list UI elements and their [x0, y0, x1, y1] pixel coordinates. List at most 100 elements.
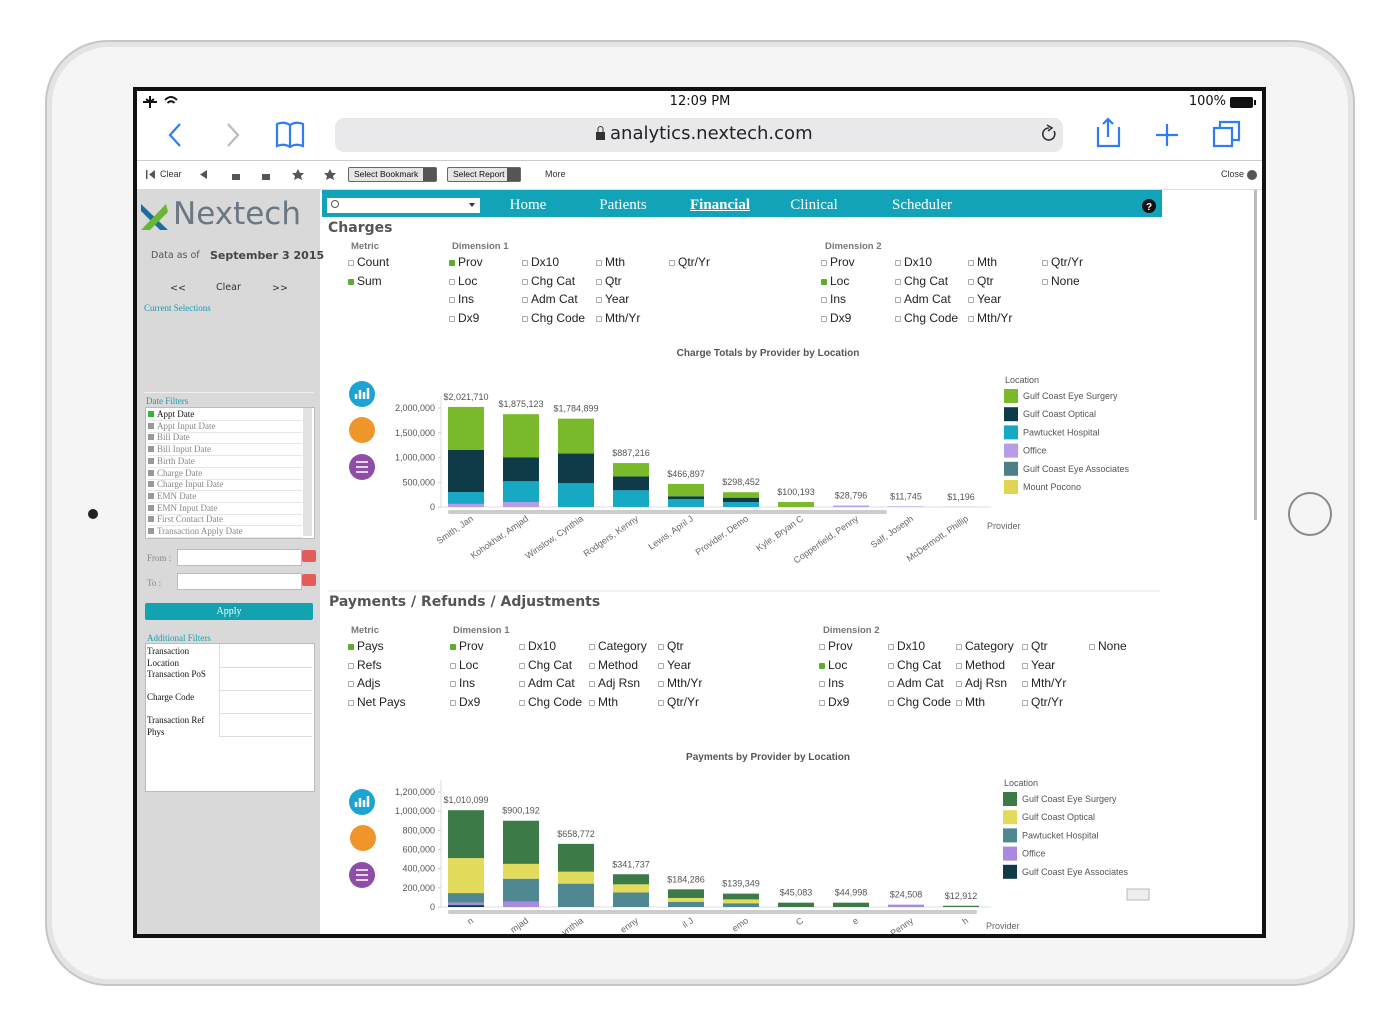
option[interactable]: Sum [348, 274, 382, 288]
to-input[interactable] [177, 573, 302, 590]
option[interactable]: Chg Code [519, 695, 582, 709]
more-menu[interactable]: More [545, 169, 566, 179]
option[interactable]: Dx10 [519, 639, 556, 653]
option[interactable]: Pays [348, 639, 384, 653]
close-icon[interactable] [1247, 170, 1257, 180]
url-field[interactable] [335, 118, 1063, 152]
option[interactable]: Mth [956, 695, 985, 709]
bookmarks-button[interactable] [275, 121, 305, 149]
search-box[interactable] [327, 198, 480, 213]
option[interactable]: Year [596, 292, 629, 306]
option[interactable]: Chg Code [888, 695, 951, 709]
option[interactable]: Loc [821, 274, 849, 288]
option[interactable]: Dx9 [821, 311, 851, 325]
option[interactable]: Qtr/Yr [669, 255, 710, 269]
option[interactable]: Qtr/Yr [658, 695, 699, 709]
option[interactable]: Chg Cat [522, 274, 575, 288]
date-filter[interactable]: Bill Date [148, 432, 302, 445]
option[interactable]: Mth [968, 255, 997, 269]
back-icon[interactable] [200, 170, 207, 179]
date-filter[interactable]: Appt Input Date [148, 421, 302, 433]
filter-value-cell[interactable] [219, 690, 312, 714]
from-input[interactable] [177, 549, 302, 566]
option[interactable]: Chg Cat [519, 658, 572, 672]
bookmark-add-icon[interactable] [324, 169, 336, 180]
date-filter[interactable]: Birth Date [148, 456, 302, 468]
help-button[interactable] [1142, 199, 1156, 213]
date-filter[interactable]: EMN Input Date [148, 503, 302, 515]
report-select[interactable]: Select Report [447, 167, 521, 182]
option[interactable]: Dx9 [449, 311, 479, 325]
option[interactable]: Adj Rsn [956, 676, 1007, 690]
close-button[interactable]: Close [1221, 169, 1245, 179]
back-button[interactable] [168, 123, 181, 147]
option[interactable]: Dx9 [450, 695, 480, 709]
date-filter[interactable]: First Contact Date [148, 514, 302, 527]
option[interactable]: Year [1022, 658, 1055, 672]
option[interactable]: Refs [348, 658, 382, 672]
unlock-sel-icon[interactable] [262, 174, 270, 180]
option[interactable]: Mth [596, 255, 625, 269]
lock-sel-icon[interactable] [232, 174, 240, 180]
option[interactable]: Qtr/Yr [1042, 255, 1083, 269]
option[interactable]: Mth/Yr [658, 676, 702, 690]
option[interactable]: Method [589, 658, 638, 672]
option[interactable]: Prov [821, 255, 855, 269]
apply-button[interactable]: Apply [145, 603, 313, 620]
filter-value-cell[interactable] [219, 644, 312, 668]
prev-button[interactable]: << [170, 283, 186, 294]
reload-button[interactable] [1042, 124, 1056, 141]
filter-value-cell[interactable] [219, 667, 312, 691]
new-tab-button[interactable] [1156, 124, 1178, 146]
option[interactable]: None [1042, 274, 1080, 288]
option[interactable]: Ins [449, 292, 474, 306]
date-filter[interactable]: Appt Date [148, 409, 302, 421]
pie-chart-button[interactable] [350, 825, 376, 851]
option[interactable]: Ins [819, 676, 844, 690]
home-button[interactable] [1288, 492, 1332, 536]
nav-tab[interactable]: Patients [599, 197, 647, 213]
bar-chart-button[interactable] [349, 381, 375, 407]
option[interactable]: Dx10 [888, 639, 925, 653]
next-button[interactable]: >> [272, 283, 288, 294]
option[interactable]: None [1089, 639, 1127, 653]
option[interactable]: Qtr [1022, 639, 1048, 653]
option[interactable]: Qtr [658, 639, 684, 653]
option[interactable]: Chg Code [522, 311, 585, 325]
forward-button[interactable] [227, 123, 240, 147]
option[interactable]: Chg Cat [895, 274, 948, 288]
option[interactable]: Count [348, 255, 389, 269]
share-button[interactable] [1096, 117, 1121, 148]
option[interactable]: Loc [819, 658, 847, 672]
option[interactable]: Mth/Yr [1022, 676, 1066, 690]
first-icon[interactable] [146, 170, 155, 179]
date-filter[interactable]: EMN Date [148, 491, 302, 503]
option[interactable]: Mth/Yr [968, 311, 1012, 325]
option[interactable]: Category [589, 639, 647, 653]
date-filter[interactable]: Bill Input Date [148, 444, 302, 457]
option[interactable]: Qtr [968, 274, 994, 288]
clear-button[interactable]: Clear [160, 169, 182, 179]
option[interactable]: Prov [819, 639, 853, 653]
option[interactable]: Adm Cat [522, 292, 578, 306]
option[interactable]: Ins [821, 292, 846, 306]
pie-chart-button[interactable] [349, 417, 375, 443]
bookmark-select[interactable]: Select Bookmark [348, 167, 437, 182]
option[interactable]: Dx9 [819, 695, 849, 709]
calendar-icon[interactable] [302, 550, 316, 562]
scroll-arrows[interactable] [1126, 888, 1150, 901]
date-filter[interactable]: Charge Input Date [148, 479, 302, 492]
option[interactable]: Loc [449, 274, 477, 288]
bookmark-icon[interactable] [292, 169, 304, 180]
bar-chart-button[interactable] [349, 789, 375, 815]
option[interactable]: Mth/Yr [596, 311, 640, 325]
tabs-button[interactable] [1212, 120, 1241, 148]
option[interactable]: Qtr [596, 274, 622, 288]
option[interactable]: Qtr/Yr [1022, 695, 1063, 709]
date-filter[interactable]: Charge Date [148, 468, 302, 480]
option[interactable]: Chg Code [895, 311, 958, 325]
filter-value-cell[interactable] [219, 713, 312, 737]
option[interactable]: Adm Cat [895, 292, 951, 306]
clear-selections[interactable]: Clear [216, 282, 241, 293]
option[interactable]: Adjs [348, 676, 380, 690]
